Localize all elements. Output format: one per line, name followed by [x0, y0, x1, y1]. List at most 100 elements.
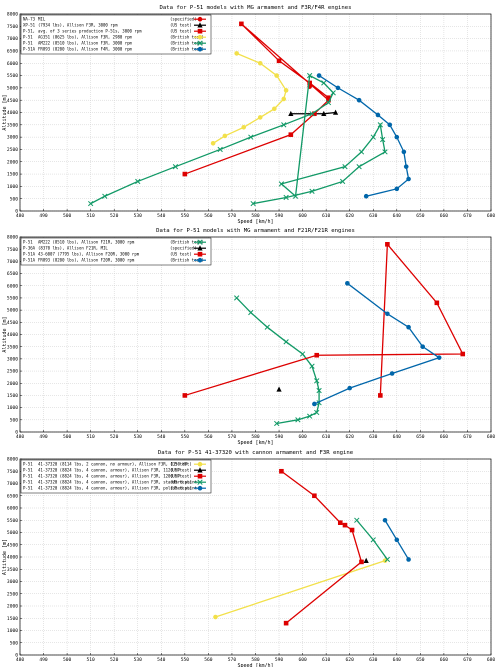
- y-tick-label: 7000: [7, 36, 18, 42]
- data-point: [321, 80, 327, 86]
- data-point: [394, 537, 400, 543]
- data-point: [309, 363, 315, 369]
- legend-name: P-51: [23, 35, 33, 40]
- data-point: [182, 171, 188, 177]
- data-point: [436, 355, 442, 360]
- data-point: [272, 106, 277, 112]
- y-tick-label: 3000: [7, 579, 18, 585]
- data-point: [325, 99, 332, 106]
- data-point: [213, 614, 218, 620]
- x-tick-label: 620: [346, 434, 355, 440]
- plot-frame: [19, 13, 492, 212]
- y-tick-label: 8000: [7, 457, 18, 463]
- data-point: [250, 200, 256, 207]
- data-point: [288, 110, 294, 117]
- data-point: [385, 311, 390, 317]
- data-point: [363, 193, 369, 199]
- y-tick-label: 500: [10, 640, 19, 646]
- y-tick-label: 0: [15, 430, 18, 436]
- legend-name: P-51A: [23, 47, 36, 52]
- x-tick-label: 640: [393, 213, 402, 219]
- x-tick-label: 660: [440, 213, 449, 219]
- data-point: [337, 520, 343, 525]
- x-axis-label: Speed [km/h]: [237, 440, 273, 446]
- data-point: [278, 181, 285, 187]
- legend: P-51 AM222 (8510 lbs), Allison F21R, 3000…: [20, 237, 212, 266]
- y-axis-label: Altitude [m]: [2, 539, 8, 575]
- x-tick-label: 500: [63, 213, 72, 219]
- y-tick-label: 5500: [7, 73, 18, 79]
- legend-detail: (7934 lbs), Allison F3R, 3000 rpm: [38, 23, 118, 28]
- x-tick-label: 660: [440, 434, 449, 440]
- legend-detail: AG351 (8625 lbs), Allison F3R, 2980 rpm: [38, 35, 133, 40]
- y-tick-label: 0: [15, 653, 18, 659]
- data-point: [377, 122, 383, 128]
- legend-name: P-51A: [23, 252, 36, 257]
- y-tick-label: 6500: [7, 271, 18, 277]
- legend-swatch-marker: [197, 22, 203, 28]
- x-tick-label: 680: [487, 657, 496, 663]
- data-point: [382, 517, 388, 523]
- data-point: [349, 527, 355, 533]
- x-tick-label: 610: [322, 213, 331, 219]
- legend-swatch-marker: [197, 34, 203, 40]
- legend-name: P-51: [23, 41, 33, 46]
- data-point: [307, 72, 313, 79]
- x-tick-label: 540: [157, 434, 166, 440]
- data-point: [182, 393, 188, 398]
- data-point: [370, 537, 376, 543]
- data-point: [274, 420, 280, 427]
- data-point: [345, 281, 350, 286]
- x-tick-label: 570: [228, 434, 237, 440]
- chart-title: Data for P-51 models with MG armament an…: [156, 228, 355, 234]
- y-tick-label: 3500: [7, 567, 18, 573]
- y-tick-label: 7500: [7, 24, 18, 30]
- series-line: [184, 23, 330, 175]
- y-tick-label: 6000: [7, 283, 18, 289]
- data-point: [387, 122, 393, 128]
- y-tick-label: 5000: [7, 85, 18, 91]
- data-point: [210, 140, 216, 146]
- data-point: [283, 339, 289, 345]
- series-line: [314, 282, 441, 405]
- plot-frame: [19, 236, 492, 433]
- x-tick-label: 630: [369, 434, 378, 440]
- series-6: [316, 73, 411, 199]
- legend-note: (US test): [170, 468, 192, 473]
- x-tick-label: 650: [416, 657, 425, 663]
- legend-name: P-51: [23, 480, 33, 485]
- y-tick-label: 2000: [7, 381, 18, 387]
- x-tick-label: 550: [181, 213, 190, 219]
- data-point: [234, 295, 240, 301]
- legend-detail: MIL: [38, 17, 46, 22]
- legend-box: [20, 459, 212, 494]
- legend-note: (US test): [170, 462, 192, 467]
- series-4: [312, 281, 442, 407]
- x-tick-label: 670: [463, 213, 472, 219]
- data-point: [264, 324, 270, 330]
- x-tick-label: 630: [369, 657, 378, 663]
- x-tick-label: 650: [416, 213, 425, 219]
- series-5: [87, 72, 388, 207]
- y-tick-label: 6000: [7, 61, 18, 67]
- data-point: [288, 132, 294, 137]
- x-tick-label: 510: [86, 434, 95, 440]
- y-tick-label: 6000: [7, 506, 18, 512]
- series-4: [210, 51, 289, 146]
- legend-note: (British test): [170, 41, 204, 46]
- y-tick-label: 7500: [7, 469, 18, 475]
- data-point: [102, 193, 108, 199]
- series-1: [234, 295, 322, 427]
- x-tick-label: 590: [275, 434, 284, 440]
- x-tick-label: 520: [110, 213, 119, 219]
- x-tick-label: 490: [39, 657, 48, 663]
- legend-detail: FR893 (8200 lbs), Allison F4R, 3000 rpm: [38, 47, 133, 52]
- legend-detail: AM222 (8510 lbs), Allison F3R, 3000 rpm: [38, 41, 133, 46]
- data-point: [87, 200, 94, 207]
- series-line: [212, 52, 287, 144]
- data-point: [460, 351, 466, 357]
- legend-name: P-51: [23, 474, 33, 479]
- chart-title: Data for P-51 models with MG armament an…: [160, 5, 352, 11]
- data-point: [384, 556, 391, 563]
